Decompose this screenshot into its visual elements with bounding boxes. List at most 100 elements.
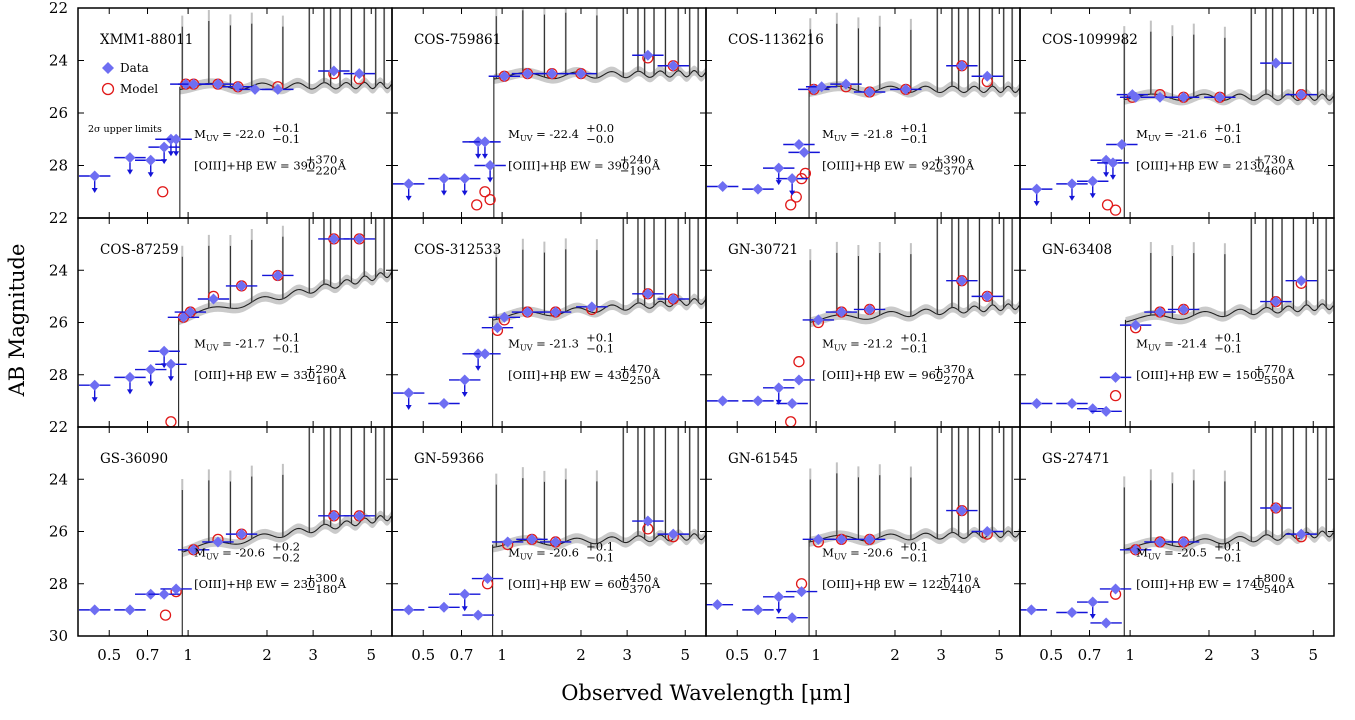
muv-label: MUV = -22.4 <box>508 127 579 143</box>
ew-lower-error: −270 <box>934 373 966 387</box>
muv-label: MUV = -21.7 <box>194 337 265 353</box>
data-point <box>1178 303 1190 315</box>
data-point <box>798 146 810 158</box>
muv-lower-error: −0.1 <box>1214 342 1242 356</box>
y-tick-label: 26 <box>49 314 68 332</box>
y-tick-label: 22 <box>49 418 68 436</box>
data-point <box>1100 405 1112 417</box>
muv-value: = -21.6 <box>1160 127 1206 141</box>
muv-upper-error: +0.1 <box>900 121 928 135</box>
data-point <box>546 68 558 80</box>
muv-label: MUV = -20.6 <box>194 546 265 562</box>
panel-name: COS-759861 <box>414 32 501 48</box>
legend: Data Model 2σ upper limits <box>88 61 162 135</box>
data-point <box>752 183 764 195</box>
upper-limit-arrowhead <box>1103 172 1110 178</box>
ew-unit: Å <box>965 159 975 173</box>
ew-unit: Å <box>651 368 661 382</box>
data-point <box>1066 606 1078 618</box>
x-tick-label: 2 <box>262 646 272 664</box>
model-point <box>785 416 797 427</box>
muv-subscript: UV <box>520 344 533 353</box>
data-point <box>786 397 798 409</box>
ew-label: [OIII]+Hβ EW = 1220 <box>822 577 950 591</box>
ew-lower-error: −540 <box>1254 582 1286 596</box>
data-point <box>158 141 170 153</box>
data-point <box>526 533 538 545</box>
x-tick-label: 1 <box>811 646 821 664</box>
upper-limit-arrowhead <box>461 606 468 612</box>
data-point <box>212 78 224 90</box>
data-point <box>459 173 471 185</box>
panel-cos-312533: COS-312533 MUV = -21.3 +0.1−0.1 [OIII]+Hβ E… <box>391 217 707 428</box>
panel-name: COS-1136216 <box>728 32 824 48</box>
y-tick-label: 30 <box>49 627 68 645</box>
data-point <box>89 604 101 616</box>
muv-subscript: UV <box>834 134 847 143</box>
data-point <box>711 599 723 611</box>
data-point <box>403 387 415 399</box>
muv-subscript: UV <box>520 134 533 143</box>
upper-limit-arrowhead <box>440 190 447 196</box>
legend-model-label: Model <box>120 82 158 96</box>
ew-lower-error: −370 <box>934 164 966 178</box>
data-point <box>752 604 764 616</box>
panel-plot-area <box>1020 427 1334 636</box>
data-point <box>793 374 805 386</box>
ew-label: [OIII]+Hβ EW = 230 <box>194 577 315 591</box>
data-point <box>158 345 170 357</box>
data-point <box>165 358 177 370</box>
muv-value: = -21.8 <box>846 127 892 141</box>
ew-label: [OIII]+Hβ EW = 600 <box>508 577 629 591</box>
data-point <box>642 49 654 61</box>
data-point <box>1295 89 1307 101</box>
model-uncertainty-band <box>179 77 392 95</box>
data-point <box>459 374 471 386</box>
ew-upper-error: +290 <box>306 362 338 376</box>
ew-label: [OIII]+Hβ EW = 1740 <box>1136 577 1264 591</box>
data-point <box>956 275 968 287</box>
data-point <box>773 382 785 394</box>
panel-plot-area <box>78 218 392 427</box>
muv-value: = -21.2 <box>846 337 892 351</box>
data-point <box>472 609 484 621</box>
data-point <box>438 397 450 409</box>
panel-plot-area <box>1020 218 1334 427</box>
data-point <box>188 544 200 556</box>
muv-subscript: UV <box>206 553 219 562</box>
y-tick-label: 26 <box>49 523 68 541</box>
muv-value: = -20.6 <box>846 546 892 560</box>
muv-subscript: UV <box>1148 553 1161 562</box>
data-point <box>170 133 182 145</box>
muv-upper-error: +0.0 <box>586 121 614 135</box>
muv-value: = -21.4 <box>1160 337 1206 351</box>
ew-upper-error: +370 <box>306 153 338 167</box>
panel-cos-1136216: COS-1136216 MUV = -21.8 +0.1−0.1 [OIII]+Hβ … <box>705 7 1021 219</box>
y-tick-label: 24 <box>49 470 68 488</box>
upper-limit-arrowhead <box>126 169 133 175</box>
x-tick-label: 5 <box>994 646 1004 664</box>
data-point <box>328 510 340 522</box>
data-point <box>498 70 510 82</box>
muv-upper-error: +0.1 <box>1214 331 1242 345</box>
upper-limit-arrowhead <box>775 608 782 614</box>
ew-lower-error: −440 <box>940 582 972 596</box>
panel-gn-63408: GN-63408 MUV = -21.4 +0.1−0.1 [OIII]+Hβ EW … <box>1019 217 1335 428</box>
data-point <box>864 303 876 315</box>
legend-data-label: Data <box>120 61 149 75</box>
upper-limit-arrowhead <box>789 190 796 196</box>
data-point <box>752 395 764 407</box>
model-point <box>1109 389 1122 402</box>
y-tick-label: 22 <box>49 209 68 227</box>
ew-lower-error: −550 <box>1254 373 1286 387</box>
data-point <box>1270 502 1282 514</box>
model-point <box>471 199 483 211</box>
data-point <box>353 233 365 245</box>
muv-value: = -20.6 <box>532 546 578 560</box>
upper-limits-note: 2σ upper limits <box>88 124 162 135</box>
data-point <box>812 314 824 326</box>
muv-subscript: UV <box>1148 344 1161 353</box>
upper-limit-arrowhead <box>1109 174 1116 180</box>
data-point <box>1110 583 1122 595</box>
data-point <box>1270 57 1282 69</box>
